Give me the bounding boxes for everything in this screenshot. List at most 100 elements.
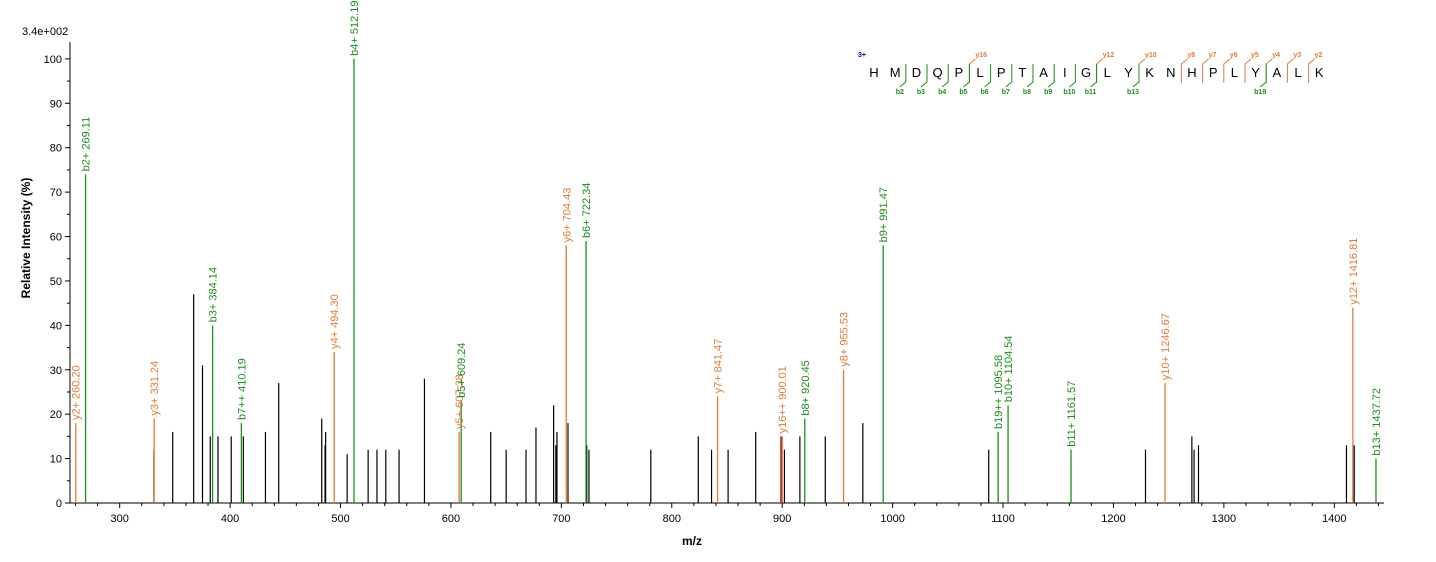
peak-label: b8+ 920.45 bbox=[800, 360, 812, 415]
peak-label: b5+ 609.24 bbox=[456, 342, 468, 397]
y-axis-label: Relative Intensity (%) bbox=[19, 178, 33, 299]
y-tick-label: 60 bbox=[50, 232, 62, 244]
y-fragment-bracket bbox=[1096, 58, 1103, 83]
b-fragment-bracket bbox=[1090, 64, 1098, 88]
y-fragment-label: y2 bbox=[1315, 52, 1323, 59]
residue: P bbox=[954, 65, 963, 80]
peak-label: b4+ 512.19 bbox=[349, 1, 361, 56]
peak-label: y10+ 1246.67 bbox=[1160, 313, 1172, 380]
y-fragment-label: y5 bbox=[1251, 52, 1259, 59]
peak-label: b9+ 991.47 bbox=[878, 187, 890, 242]
y-tick-label: 40 bbox=[50, 320, 62, 332]
y-tick-label: 90 bbox=[50, 98, 62, 110]
residue: P bbox=[997, 65, 1006, 80]
y-tick-label: 80 bbox=[50, 143, 62, 155]
y-fragment-bracket bbox=[1138, 58, 1146, 83]
b-fragment-label: b3 bbox=[917, 89, 925, 96]
b-fragment-bracket bbox=[1069, 64, 1076, 88]
y-tick-label: 30 bbox=[50, 365, 62, 377]
residue: L bbox=[1231, 65, 1238, 80]
x-tick-label: 300 bbox=[111, 513, 129, 525]
y-fragment-bracket bbox=[1223, 58, 1231, 83]
y-fragment-label: y4 bbox=[1272, 52, 1280, 59]
y-tick-label: 20 bbox=[50, 409, 62, 421]
b-fragment-label: b9 bbox=[1044, 89, 1052, 96]
peak-label: y16++ 900.01 bbox=[777, 366, 789, 433]
residue: K bbox=[1145, 65, 1154, 80]
x-tick-label: 900 bbox=[773, 513, 791, 525]
residue: D bbox=[912, 65, 921, 80]
peak-label: b6+ 722.34 bbox=[581, 183, 593, 238]
b-fragment-label: b19 bbox=[1254, 89, 1266, 96]
y-fragment-bracket bbox=[1265, 58, 1273, 83]
y-tick-label: 0 bbox=[56, 498, 62, 510]
y-tick-label: 100 bbox=[44, 54, 62, 66]
b-fragment-bracket bbox=[963, 64, 970, 88]
y-fragment-label: y12 bbox=[1103, 52, 1115, 59]
peak-label: y8+ 955.53 bbox=[839, 312, 851, 367]
b-fragment-bracket bbox=[1047, 64, 1055, 88]
residue: A bbox=[1039, 65, 1048, 80]
peak-label: y12+ 1416.81 bbox=[1348, 238, 1360, 305]
b-fragment-label: b5 bbox=[959, 89, 967, 96]
b-fragment-bracket bbox=[1005, 64, 1013, 88]
y-fragment-label: y7 bbox=[1209, 52, 1217, 59]
peak-label: y4+ 494.30 bbox=[329, 294, 341, 349]
b-fragment-label: b6 bbox=[981, 89, 989, 96]
residue: L bbox=[1294, 65, 1301, 80]
y-fragment-label: y8 bbox=[1187, 52, 1195, 59]
x-tick-label: 1400 bbox=[1322, 513, 1346, 525]
residue: M bbox=[890, 65, 901, 80]
peak-label: b7++ 410.19 bbox=[236, 358, 248, 420]
y-fragment-label: y3 bbox=[1293, 52, 1301, 59]
residue: I bbox=[1063, 65, 1067, 80]
y-fragment-label: y16 bbox=[975, 52, 987, 59]
residue: T bbox=[1018, 65, 1026, 80]
peak-label: y3+ 331.24 bbox=[149, 361, 161, 416]
residue: L bbox=[1104, 65, 1111, 80]
residue: G bbox=[1081, 65, 1091, 80]
y-fragment-bracket bbox=[1244, 58, 1252, 83]
b-fragment-label: b2 bbox=[896, 89, 904, 96]
peak-label: b2+ 269.11 bbox=[81, 117, 93, 172]
b-fragment-label: b10 bbox=[1063, 89, 1075, 96]
peak-label: b11+ 1161.57 bbox=[1066, 381, 1078, 447]
residue: L bbox=[976, 65, 983, 80]
y-fragment-label: y10 bbox=[1145, 52, 1157, 59]
residue: Y bbox=[1251, 65, 1260, 80]
residue: Y bbox=[1124, 65, 1133, 80]
b-fragment-label: b13 bbox=[1127, 89, 1139, 96]
b-fragment-bracket bbox=[984, 64, 992, 88]
b-fragment-bracket bbox=[941, 64, 949, 88]
peak-label: y6+ 704.43 bbox=[561, 188, 573, 243]
peak-label: b19++ 1095.58 bbox=[993, 355, 1005, 429]
axes bbox=[69, 42, 1384, 504]
peak-label: y7+ 841.47 bbox=[713, 339, 725, 394]
x-tick-label: 800 bbox=[663, 513, 681, 525]
peak-label: b13+ 1437.72 bbox=[1371, 388, 1383, 456]
y-fragment-bracket bbox=[1202, 58, 1209, 83]
x-tick-label: 1100 bbox=[991, 513, 1015, 525]
b-fragment-bracket bbox=[1132, 64, 1140, 88]
max-intensity-label: 3.4e+002 bbox=[22, 26, 68, 38]
x-ticks: 300 400 500 600 700 800 900 1000 1100 1200 1300 140… bbox=[75, 503, 1379, 525]
y-fragment-label: y6 bbox=[1230, 52, 1238, 59]
residue: P bbox=[1209, 65, 1218, 80]
x-tick-label: 600 bbox=[442, 513, 460, 525]
residue: A bbox=[1272, 65, 1281, 80]
b-fragment-label: b7 bbox=[1002, 89, 1010, 96]
x-tick-label: 1200 bbox=[1101, 513, 1125, 525]
b-fragment-label: b8 bbox=[1023, 89, 1031, 96]
residue: Q bbox=[933, 65, 943, 80]
y-fragment-bracket bbox=[1308, 58, 1315, 83]
residue: N bbox=[1166, 65, 1175, 80]
b-fragment-label: b11 bbox=[1085, 89, 1097, 96]
peak-label: y2+ 260.20 bbox=[71, 365, 83, 420]
x-tick-label: 700 bbox=[552, 513, 570, 525]
peaks bbox=[75, 58, 1377, 503]
x-axis-label: m/z bbox=[682, 534, 702, 548]
y-fragment-bracket bbox=[1180, 58, 1188, 83]
charge-state: 3+ bbox=[858, 52, 866, 59]
